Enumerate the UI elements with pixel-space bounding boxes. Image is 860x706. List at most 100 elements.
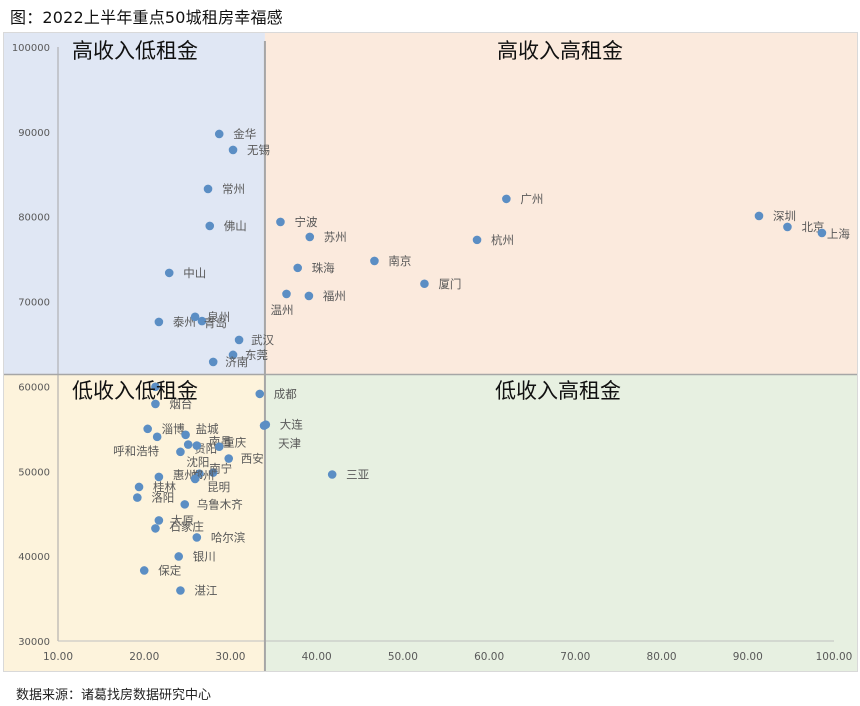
data-source-note: 数据来源：诸葛找房数据研究中心 (16, 688, 212, 703)
quadrant-label-top-left: 高收入低租金 (72, 39, 198, 63)
point-label: 中山 (183, 266, 206, 280)
point-marker (208, 468, 218, 477)
point-label: 东莞 (245, 348, 268, 362)
data-point: 南宁 (208, 462, 232, 477)
point-marker (181, 430, 190, 440)
y-tick-label: 70000 (18, 298, 50, 309)
point-label: 武汉 (251, 333, 274, 347)
point-marker (180, 500, 190, 509)
data-point: 昆明 (190, 474, 230, 494)
point-marker (234, 335, 244, 345)
data-point: 淄博 (143, 422, 185, 436)
point-marker (754, 211, 764, 221)
point-label: 盐城 (196, 422, 219, 436)
quadrant-label-bottom-left: 低收入低租金 (72, 379, 198, 403)
point-marker (183, 440, 193, 449)
x-tick-label: 30.00 (215, 651, 245, 663)
data-point: 石家庄 (151, 519, 204, 533)
data-point: 呼和浩特 (113, 432, 162, 458)
quadrant-top-right (264, 33, 857, 375)
point-label: 哈尔滨 (211, 530, 246, 544)
point-label: 青岛 (204, 316, 227, 330)
point-marker (282, 289, 291, 299)
point-marker (197, 316, 207, 326)
point-marker (164, 268, 174, 278)
point-marker (502, 194, 511, 204)
x-tick-label: 100.00 (816, 651, 853, 663)
point-label: 金华 (233, 127, 256, 141)
point-label: 常州 (222, 182, 245, 196)
point-label: 广州 (520, 192, 543, 206)
quadrant-label-top-right: 高收入高租金 (497, 39, 623, 63)
point-marker (327, 470, 337, 479)
point-marker (151, 382, 160, 392)
point-label: 保定 (158, 563, 181, 577)
point-label: 淄博 (162, 422, 185, 436)
data-point: 太原 (154, 513, 194, 527)
data-point: 泰州 (154, 315, 196, 329)
x-tick-label: 40.00 (302, 651, 332, 663)
point-label: 银川 (193, 549, 216, 563)
data-point: 西安 (224, 452, 264, 466)
y-tick-label: 50000 (18, 467, 50, 478)
data-point: 武汉 (234, 333, 275, 347)
data-point: 银川 (174, 549, 216, 563)
quadrant-backgrounds (4, 33, 857, 671)
point-label: 湛江 (194, 584, 217, 598)
y-tick-label: 100000 (12, 43, 50, 54)
point-marker (228, 350, 238, 360)
point-label: 泉州 (207, 310, 230, 324)
data-point: 泉州 (190, 310, 230, 324)
point-label: 太原 (171, 513, 194, 527)
data-point: 宁波 (276, 215, 318, 229)
point-marker (214, 129, 224, 139)
point-marker (817, 228, 827, 238)
point-label: 无锡 (247, 143, 270, 157)
data-point: 东莞 (228, 348, 268, 362)
quadrant-bottom-right (264, 374, 857, 671)
point-marker (190, 474, 200, 484)
axes: 30000 40000 50000 60000 70000 80000 90000 10000… (12, 43, 853, 663)
point-marker (783, 222, 792, 232)
point-marker (133, 493, 142, 502)
chart-title: 图：2022上半年重点50城租房幸福感 (10, 8, 283, 27)
x-tick-label: 60.00 (474, 651, 504, 663)
data-point: 厦门 (420, 277, 461, 291)
point-label: 南昌 (209, 435, 232, 449)
data-point: 无锡 (228, 143, 270, 157)
data-point: 南昌 (192, 435, 232, 450)
point-label: 天津 (278, 437, 301, 451)
point-marker (143, 424, 152, 434)
point-label: 济南 (225, 355, 248, 369)
data-point: 福州 (304, 289, 346, 303)
point-label: 石家庄 (169, 519, 204, 533)
point-marker (151, 399, 160, 409)
data-point: 惠州 (154, 468, 196, 482)
y-tick-label: 60000 (18, 382, 50, 393)
point-label: 杭州 (491, 233, 514, 247)
data-point: 湛江 (176, 584, 218, 598)
quadrant-labels: 高收入低租金 高收入高租金 低收入低租金 低收入高租金 (72, 39, 623, 403)
y-tick-label: 40000 (18, 552, 50, 563)
point-label: 泰州 (173, 315, 196, 329)
point-marker (190, 312, 200, 322)
data-point: 杭州 (472, 233, 514, 247)
point-label: 乌鲁木齐 (197, 497, 243, 511)
data-point: 苏州 (305, 230, 347, 244)
point-marker (174, 552, 184, 561)
data-point: 桂林 (134, 480, 177, 494)
point-label: 福州 (323, 289, 346, 303)
point-marker (305, 232, 315, 242)
point-marker (208, 357, 218, 367)
x-tick-label: 20.00 (129, 651, 159, 663)
data-point: 天津 (259, 421, 301, 451)
point-label: 深圳 (773, 209, 796, 223)
y-tick-label: 30000 (18, 637, 50, 648)
point-label: 上海 (827, 227, 850, 241)
point-label: 南京 (388, 254, 411, 268)
point-label: 南宁 (209, 462, 232, 476)
point-marker (370, 256, 379, 266)
point-marker (151, 524, 160, 533)
point-marker (154, 516, 164, 525)
